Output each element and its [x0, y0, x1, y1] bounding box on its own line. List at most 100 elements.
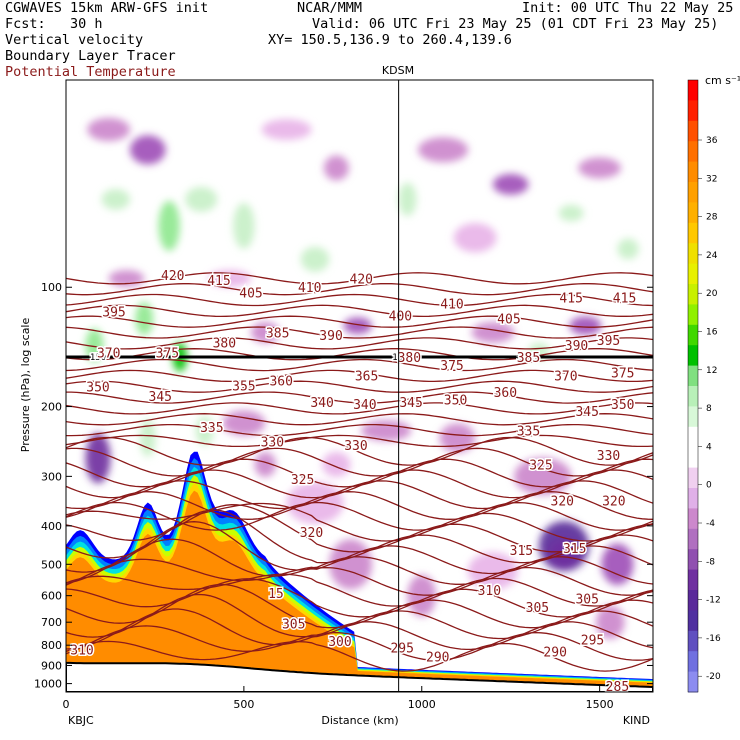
theta-contour [66, 434, 653, 448]
theta-contour [66, 423, 653, 437]
colorbar-swatch [688, 549, 698, 571]
x-axis-ticks: 0 500 1000 1500 [63, 686, 614, 711]
x-tick-label: 500 [233, 698, 254, 711]
header-field-tracer: Boundary Layer Tracer [5, 48, 176, 64]
header-fcst-value: 30 h [70, 16, 103, 32]
theta-label: 295 [390, 641, 413, 656]
colorbar-swatch [688, 304, 698, 326]
velocity-cell [453, 223, 497, 253]
colorbar-label: -4 [706, 519, 715, 529]
velocity-cell [300, 246, 330, 272]
colorbar-swatch [688, 386, 698, 407]
colorbar-swatch [688, 426, 698, 448]
y-axis-ticks: 100 200 300 400 500 600 700 800 900 1000 [34, 281, 653, 691]
colorbar-swatch [688, 222, 698, 244]
header-valid: Valid: 06 UTC Fri 23 May 25 (01 CDT Fri … [312, 16, 719, 32]
y-tick-label: 900 [41, 659, 62, 672]
colorbar-swatch [688, 630, 698, 652]
theta-contour [66, 521, 653, 575]
header-model: CGWAVES 15km ARW-GFS init [5, 0, 209, 16]
y-tick-label: 800 [41, 639, 62, 652]
x-axis-label: Distance (km) [321, 714, 398, 727]
theta-label: 290 [543, 646, 566, 661]
velocity-cell [185, 186, 218, 212]
theta-label: 385 [517, 351, 540, 366]
theta-contour [66, 501, 653, 531]
x-tick-label: 1500 [586, 698, 614, 711]
y-tick-label: 700 [41, 616, 62, 629]
theta-label: 300 [328, 635, 351, 650]
theta-label: 315 [510, 544, 533, 559]
terrain [66, 661, 653, 692]
tropopause-label: 150 [519, 353, 535, 363]
theta-label: 15 [268, 587, 284, 602]
header-xy: XY= 150.5,136.9 to 260.4,139.6 [268, 32, 512, 48]
theta-label: 390 [565, 339, 588, 354]
colorbar-label: 8 [706, 404, 712, 414]
theta-label: 320 [300, 526, 323, 541]
colorbar-swatch [688, 528, 698, 550]
colorbar-swatch [688, 569, 698, 591]
theta-contour [66, 413, 653, 426]
velocity-cell [398, 182, 417, 216]
colorbar-swatch [688, 324, 698, 346]
theta-contour [66, 293, 653, 307]
theta-label: 305 [526, 601, 549, 616]
velocity-cell [558, 204, 584, 222]
colorbar-swatch [688, 447, 698, 469]
theta-label: 335 [200, 421, 223, 436]
velocity-cell [195, 416, 214, 446]
tropopause-label: 150 [392, 353, 408, 363]
theta-label: 375 [611, 366, 634, 381]
colorbar-label: 24 [706, 251, 718, 261]
velocity-cell [101, 188, 131, 210]
theta-label: 375 [440, 359, 463, 374]
theta-contour [66, 348, 653, 361]
colorbar-swatch [688, 365, 698, 387]
velocity-cell [329, 539, 373, 590]
x-tick-label: 1000 [408, 698, 436, 711]
tropopause-label: 150 [90, 353, 106, 363]
y-tick-label: 100 [41, 281, 62, 294]
theta-label: 380 [213, 337, 236, 352]
colorbar-swatch [688, 100, 698, 122]
theta-contour [66, 578, 653, 618]
colorbar-frame [687, 79, 699, 693]
theta-label: 365 [355, 370, 378, 385]
colorbar-label: 0 [706, 481, 712, 491]
colorbar-label: 4 [706, 442, 712, 452]
y-tick-label: 1000 [34, 678, 62, 691]
theta-label: 400 [389, 310, 412, 325]
colorbar-swatch [688, 508, 698, 530]
velocity-cell [87, 117, 131, 142]
colorbar-swatch [688, 610, 698, 632]
colorbar-swatch [688, 120, 698, 142]
colorbar-label: -12 [706, 596, 721, 606]
theta-labels: 420 415 405 410 420 410 415 415 395 400 405 390 385 3… [69, 267, 638, 692]
theta-label: 295 [581, 634, 604, 649]
theta-label: 405 [497, 313, 520, 328]
theta-label: 420 [161, 269, 184, 284]
header-fcst-label: Fcst: [5, 16, 46, 32]
colorbar-label: -8 [706, 557, 715, 567]
tropopause-line: 150 150 150 [66, 352, 653, 365]
colorbar-label: -20 [706, 672, 721, 682]
velocity-cell [139, 419, 156, 457]
colorbar-swatch [688, 141, 698, 163]
colorbar-unit: cm s⁻¹ [705, 74, 740, 87]
velocity-cell [85, 328, 104, 362]
theta-contour [66, 608, 653, 651]
velocity-cell [322, 451, 351, 477]
header-field-theta: Potential Temperature [5, 64, 176, 80]
y-tick-label: 200 [41, 401, 62, 414]
colorbar-label: -16 [706, 634, 721, 644]
theta-label: 420 [350, 272, 373, 287]
theta-label: 410 [440, 298, 463, 313]
y-tick-label: 600 [41, 590, 62, 603]
theta-label: 395 [102, 305, 125, 320]
y-tick-label: 300 [41, 470, 62, 483]
theta-contour [66, 337, 653, 350]
velocity-cell [233, 202, 255, 249]
theta-contour [66, 558, 653, 596]
theta-contour [66, 469, 653, 499]
